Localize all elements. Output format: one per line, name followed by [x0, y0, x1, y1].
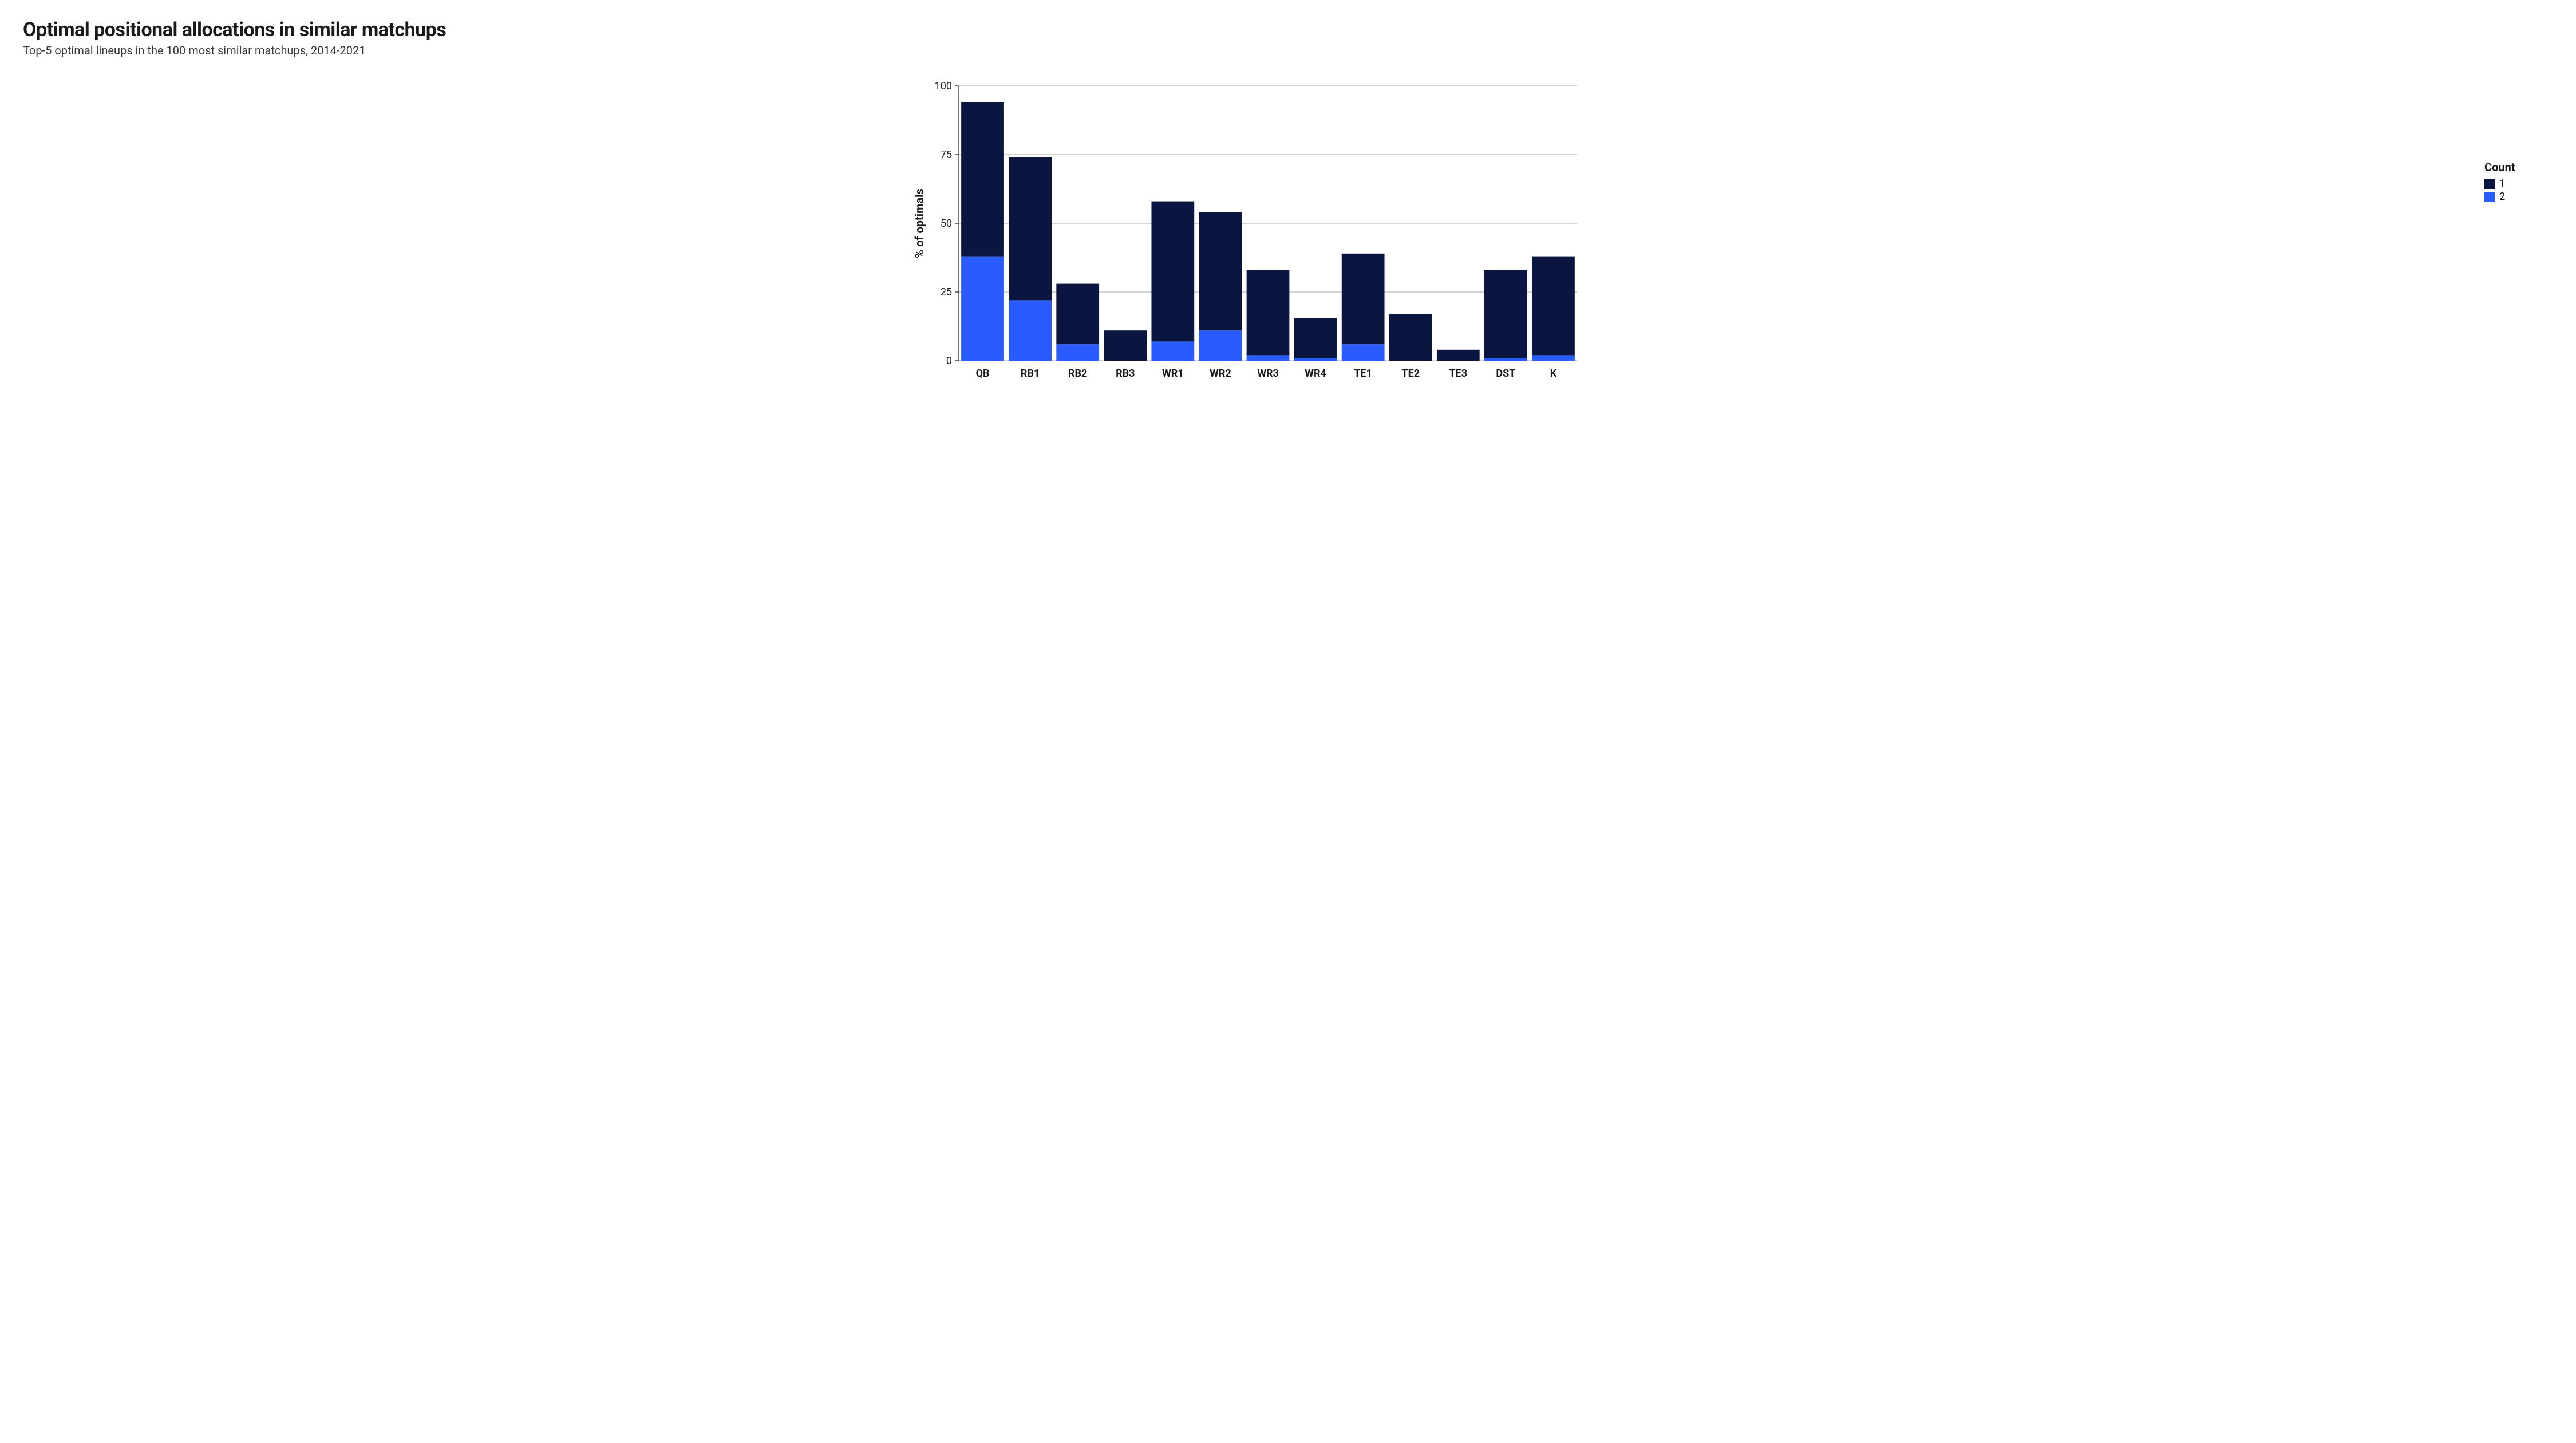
y-axis-label: % of optimals	[912, 188, 926, 258]
legend-item-1: 1	[2484, 178, 2553, 190]
bar-segment-2	[1342, 344, 1385, 361]
bar-segment-1	[1056, 284, 1099, 345]
y-tick-label: 75	[941, 149, 952, 161]
legend-title: Count	[2484, 160, 2553, 174]
bar-segment-2	[1247, 355, 1290, 361]
legend-item-2: 2	[2484, 191, 2553, 203]
bar-segment-1	[961, 102, 1004, 257]
bar-segment-1	[1151, 202, 1194, 342]
bar-segment-1	[1437, 350, 1480, 361]
category-label: TE2	[1401, 368, 1420, 380]
y-tick-label: 50	[941, 218, 952, 230]
category-label: TE1	[1354, 368, 1372, 380]
legend-swatch-1	[2484, 179, 2495, 189]
y-tick-label: 100	[935, 80, 952, 92]
category-label: DST	[1496, 368, 1515, 380]
bar-segment-1	[1389, 314, 1432, 361]
category-label: WR1	[1162, 368, 1184, 380]
y-tick-label: 0	[946, 355, 952, 367]
chart-area: 0 25 50 75 100 QB RB1 RB2 RB3 WR1 WR2 WR3 WR4 TE1 TE2 T…	[23, 74, 2467, 397]
bar-segment-2	[1199, 330, 1242, 361]
bar-segment-1	[1484, 270, 1527, 358]
bar-segment-2	[1484, 358, 1527, 361]
category-label: WR4	[1305, 368, 1326, 380]
bar-chart: 0 25 50 75 100 QB RB1 RB2 RB3 WR1 WR2 WR3 WR4 TE1 TE2 T…	[23, 74, 2467, 395]
bar-segment-2	[1009, 300, 1052, 361]
bar-segment-2	[1294, 358, 1337, 361]
category-label: TE3	[1449, 368, 1468, 380]
category-label: RB1	[1021, 368, 1040, 380]
chart-title: Optimal positional allocations in simila…	[23, 18, 2553, 41]
bar-segment-2	[961, 257, 1004, 361]
legend-label-1: 1	[2499, 178, 2505, 190]
category-label: WR3	[1257, 368, 1279, 380]
bar-segment-2	[1056, 344, 1099, 361]
category-label: RB3	[1116, 368, 1135, 380]
category-label: WR2	[1210, 368, 1231, 380]
category-label: QB	[976, 368, 990, 380]
bar-segment-1	[1532, 257, 1575, 356]
chart-subtitle: Top-5 optimal lineups in the 100 most si…	[23, 44, 2553, 57]
bar-segment-1	[1342, 254, 1385, 344]
bar-segment-1	[1199, 212, 1242, 330]
bar-segment-2	[1151, 341, 1194, 361]
legend-swatch-2	[2484, 192, 2495, 202]
legend-label-2: 2	[2499, 191, 2505, 203]
bar-segment-1	[1104, 330, 1147, 361]
legend: Count 1 2	[2484, 74, 2553, 204]
y-tick-label: 25	[941, 286, 952, 298]
bar-segment-1	[1294, 318, 1337, 358]
bar-segment-2	[1532, 355, 1575, 361]
category-label: K	[1550, 368, 1557, 380]
bar-segment-1	[1247, 270, 1290, 356]
bar-segment-1	[1009, 157, 1052, 301]
chart-row: 0 25 50 75 100 QB RB1 RB2 RB3 WR1 WR2 WR3 WR4 TE1 TE2 T…	[23, 74, 2553, 397]
category-label: RB2	[1068, 368, 1087, 380]
